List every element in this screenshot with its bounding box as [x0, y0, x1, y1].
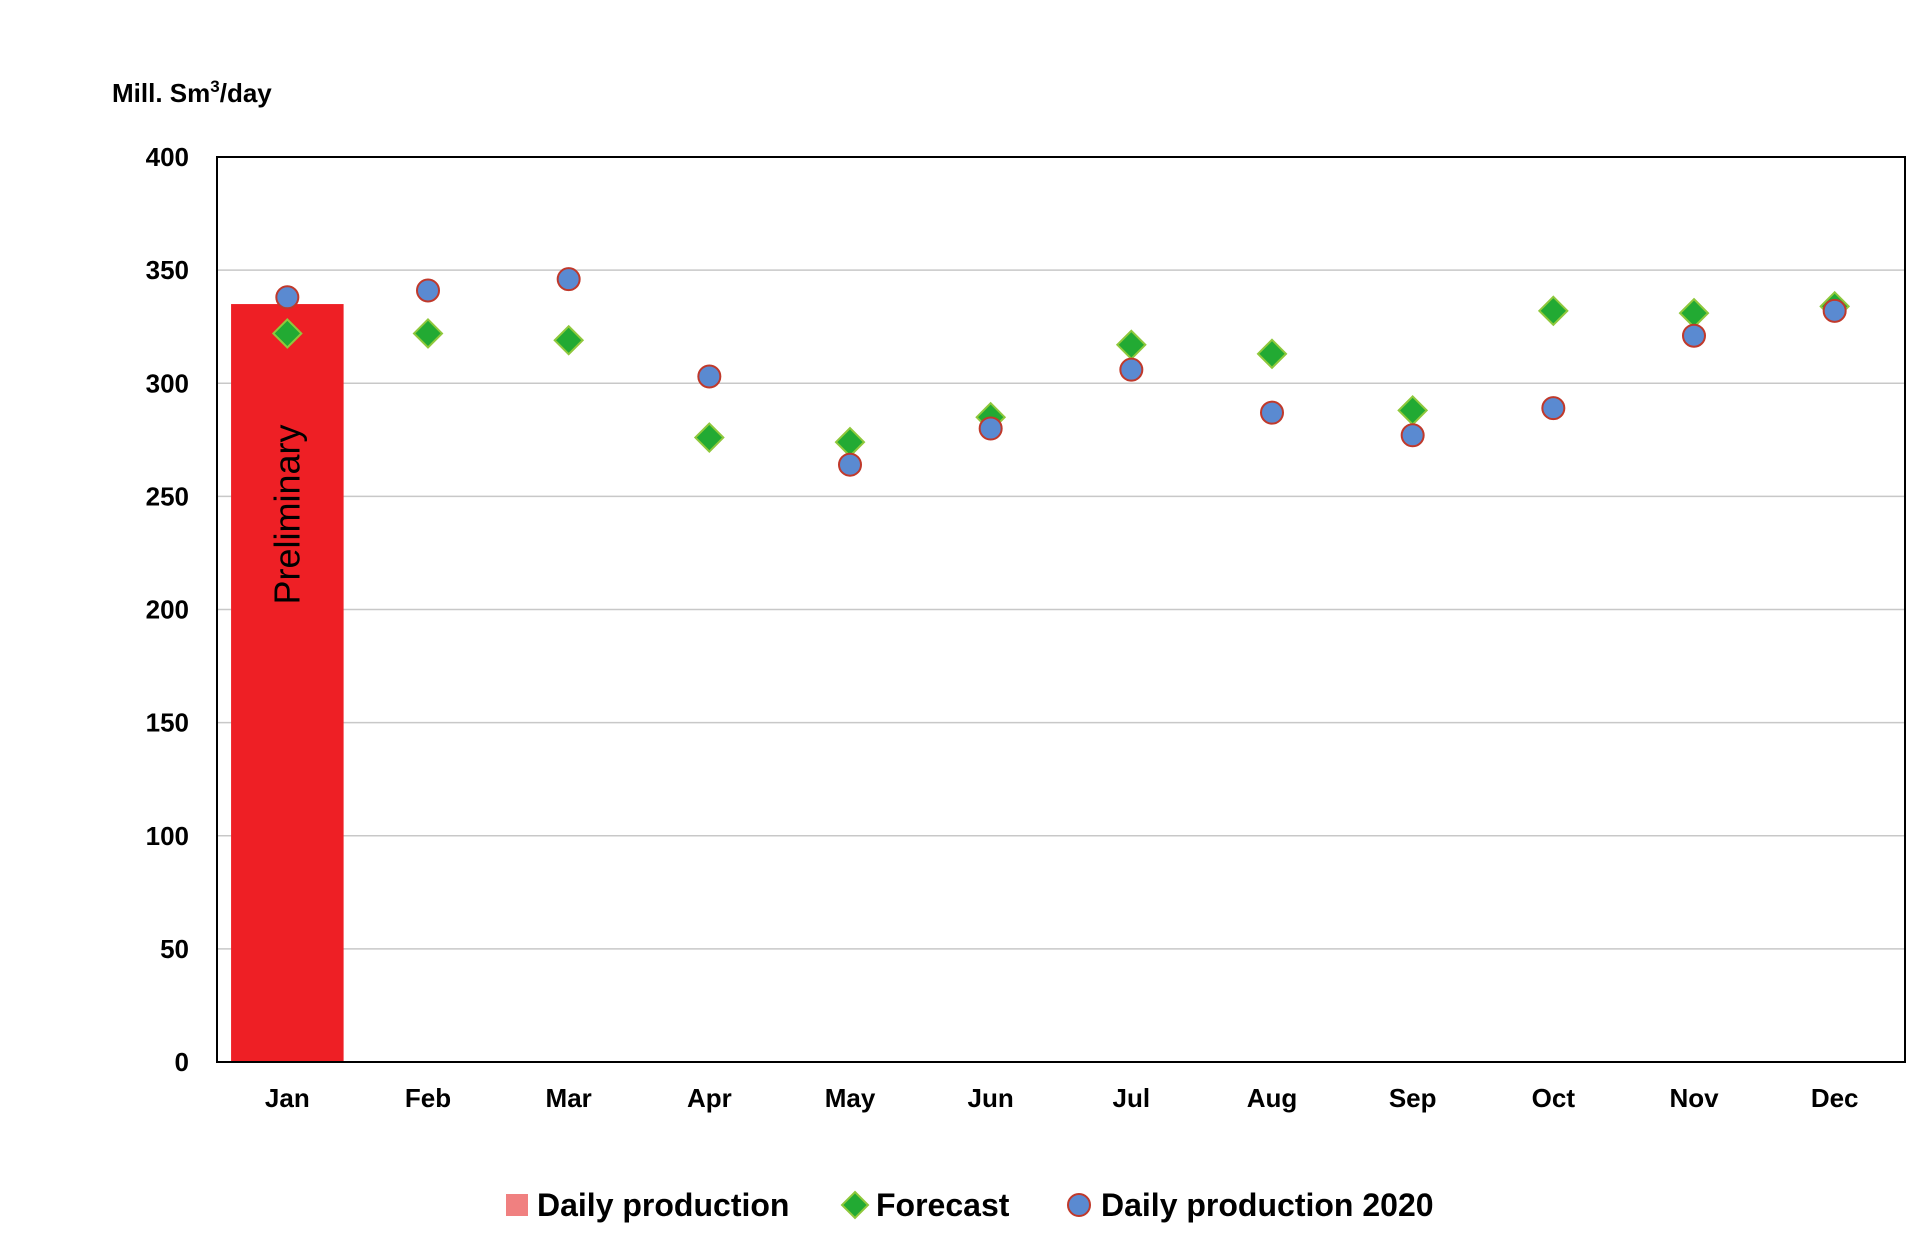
x-tick-label-nov: Nov	[1669, 1083, 1719, 1113]
y-axis: 0 50 100 150 200 250 300 350 400	[146, 142, 189, 1077]
y-tick-label-350: 350	[146, 255, 189, 285]
annotations: Preliminary	[266, 424, 307, 604]
forecast-point-may	[834, 426, 866, 458]
x-tick-label-oct: Oct	[1532, 1083, 1576, 1113]
forecast-point-feb	[412, 318, 444, 349]
gridlines	[217, 269, 1905, 950]
x-tick-label-jul: Jul	[1113, 1083, 1151, 1113]
x-tick-label-feb: Feb	[405, 1083, 451, 1113]
forecast-point-oct	[1537, 295, 1569, 327]
forecast-point-nov	[1678, 297, 1710, 329]
daily-production-2020-point-feb	[416, 278, 440, 303]
y-tick-label-250: 250	[146, 481, 189, 511]
legend-swatch-forecast	[840, 1190, 870, 1220]
legend-label-daily-production-2020: Daily production 2020	[1101, 1187, 1434, 1223]
forecast-point-sep	[1397, 394, 1429, 426]
forecast-point-mar	[553, 324, 585, 356]
forecast-point-aug	[1256, 338, 1288, 370]
legend-swatch-daily-production-2020	[1067, 1193, 1091, 1217]
y-tick-label-50: 50	[160, 934, 189, 964]
y-axis-title-superscript: 3	[210, 77, 219, 96]
x-tick-label-mar: Mar	[546, 1083, 592, 1113]
x-tick-label-may: May	[825, 1083, 876, 1113]
y-tick-label-200: 200	[146, 595, 189, 625]
y-tick-label-300: 300	[146, 368, 189, 398]
legend-swatch-daily-production	[506, 1194, 528, 1216]
bar-series	[231, 304, 344, 1062]
x-tick-label-dec: Dec	[1811, 1083, 1859, 1113]
forecast-point-jan	[271, 318, 303, 349]
plot-frame	[216, 156, 1906, 1063]
daily-production-2020-point-jul	[1119, 357, 1144, 382]
daily-production-2020-point-jun	[978, 416, 1003, 441]
daily-production-2020-point-apr	[697, 364, 722, 389]
forecast-point-apr	[693, 422, 725, 453]
y-tick-label-150: 150	[146, 708, 189, 738]
daily-production-2020-point-nov	[1682, 323, 1706, 348]
bar-jan	[231, 304, 344, 1062]
y-tick-label-0: 0	[175, 1047, 189, 1077]
forecast-point-jul	[1115, 329, 1147, 361]
daily-production-2020-point-jan	[275, 285, 300, 310]
y-axis-title-base: Mill. Sm	[112, 78, 210, 108]
x-axis: Jan Feb Mar Apr May Jun Jul Aug Sep Oct Nov Dec	[265, 1083, 1859, 1113]
y-tick-label-400: 400	[146, 142, 189, 172]
daily-production-2020-point-mar	[556, 267, 581, 292]
legend: Daily production Forecast Daily production…	[506, 1187, 1434, 1223]
y-axis-title-suffix: /day	[220, 78, 273, 108]
x-tick-label-sep: Sep	[1389, 1083, 1437, 1113]
legend-label-forecast: Forecast	[876, 1187, 1010, 1223]
daily-production-2020-series	[275, 267, 1847, 477]
legend-label-daily-production: Daily production	[537, 1187, 789, 1223]
y-tick-label-100: 100	[146, 821, 189, 851]
daily-production-2020-point-dec	[1822, 298, 1847, 323]
daily-production-2020-point-aug	[1260, 400, 1284, 425]
annotation-preliminary: Preliminary	[266, 424, 307, 604]
forecast-series	[271, 290, 1851, 458]
daily-production-2020-point-sep	[1400, 423, 1425, 448]
x-tick-label-aug: Aug	[1247, 1083, 1298, 1113]
x-tick-label-apr: Apr	[687, 1083, 732, 1113]
x-tick-label-jun: Jun	[968, 1083, 1014, 1113]
y-axis-title: Mill. Sm3/day	[112, 77, 272, 108]
daily-production-2020-point-oct	[1541, 396, 1566, 421]
daily-production-2020-point-may	[838, 452, 862, 477]
x-tick-label-jan: Jan	[265, 1083, 310, 1113]
